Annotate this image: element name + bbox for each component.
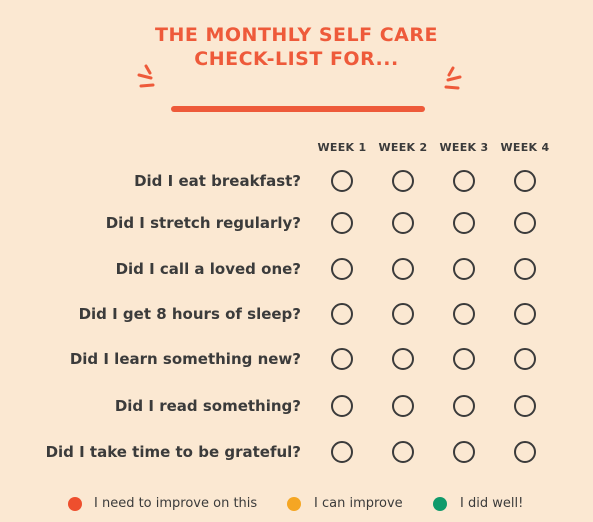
question-label: Did I call a loved one?: [115, 260, 301, 278]
legend-label-1: I need to improve on this: [94, 496, 258, 511]
check-circle-q3-week-3[interactable]: [453, 258, 475, 280]
question-label: Did I stretch regularly?: [105, 214, 301, 232]
check-circle-q2-week-2[interactable]: [392, 212, 414, 234]
check-circle-q6-week-3[interactable]: [453, 395, 475, 417]
check-circle-q4-week-4[interactable]: [514, 303, 536, 325]
week-header-3: WEEK 3: [439, 141, 489, 154]
question-label: Did I read something?: [114, 397, 301, 415]
check-circle-q5-week-3[interactable]: [453, 348, 475, 370]
legend-dot-1: [68, 497, 82, 511]
check-circle-q2-week-3[interactable]: [453, 212, 475, 234]
check-circle-q7-week-3[interactable]: [453, 441, 475, 463]
check-circle-q5-week-4[interactable]: [514, 348, 536, 370]
check-circle-q1-week-3[interactable]: [453, 170, 475, 192]
check-circle-q6-week-4[interactable]: [514, 395, 536, 417]
page-title-line-2: CHECK-LIST FOR...: [194, 48, 399, 70]
week-header-2: WEEK 2: [378, 141, 428, 154]
sparkle-right-icon: [444, 66, 462, 90]
check-circle-q3-week-4[interactable]: [514, 258, 536, 280]
check-circle-q7-week-1[interactable]: [331, 441, 353, 463]
check-circle-q1-week-1[interactable]: [331, 170, 353, 192]
question-label: Did I eat breakfast?: [134, 172, 301, 190]
check-circle-q2-week-1[interactable]: [331, 212, 353, 234]
title-underline: [171, 106, 425, 112]
check-circle-q3-week-2[interactable]: [392, 258, 414, 280]
check-circle-q3-week-1[interactable]: [331, 258, 353, 280]
legend-dot-3: [433, 497, 447, 511]
check-circle-q4-week-3[interactable]: [453, 303, 475, 325]
legend-label-2: I can improve: [314, 496, 403, 511]
check-circle-q6-week-2[interactable]: [392, 395, 414, 417]
question-label: Did I take time to be grateful?: [45, 443, 301, 461]
check-circle-q4-week-2[interactable]: [392, 303, 414, 325]
legend-dot-2: [287, 497, 301, 511]
question-label: Did I learn something new?: [69, 350, 301, 368]
page-title-line-1: THE MONTHLY SELF CARE: [155, 24, 438, 46]
sparkle-left-icon: [137, 64, 155, 88]
question-label: Did I get 8 hours of sleep?: [78, 305, 301, 323]
week-header-4: WEEK 4: [500, 141, 550, 154]
check-circle-q7-week-2[interactable]: [392, 441, 414, 463]
check-circle-q6-week-1[interactable]: [331, 395, 353, 417]
check-circle-q1-week-4[interactable]: [514, 170, 536, 192]
check-circle-q4-week-1[interactable]: [331, 303, 353, 325]
week-header-1: WEEK 1: [317, 141, 367, 154]
legend-label-3: I did well!: [460, 496, 524, 511]
check-circle-q5-week-2[interactable]: [392, 348, 414, 370]
check-circle-q2-week-4[interactable]: [514, 212, 536, 234]
check-circle-q1-week-2[interactable]: [392, 170, 414, 192]
check-circle-q7-week-4[interactable]: [514, 441, 536, 463]
check-circle-q5-week-1[interactable]: [331, 348, 353, 370]
